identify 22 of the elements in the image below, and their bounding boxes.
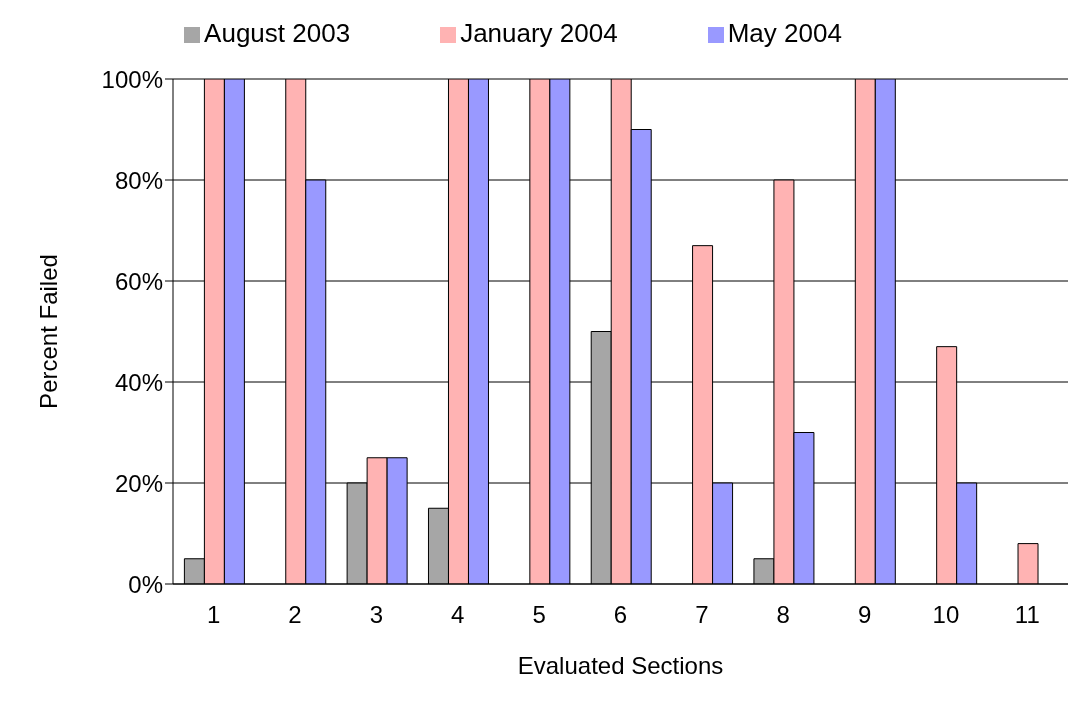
x-tick-label: 3 — [369, 601, 384, 629]
y-tick-label: 20% — [114, 469, 163, 497]
y-tick-label: 80% — [114, 166, 163, 194]
y-tick-label: 40% — [114, 368, 163, 396]
x-tick-label: 10 — [932, 601, 960, 629]
x-tick-label: 2 — [288, 601, 302, 629]
legend-label: August 2003 — [204, 18, 351, 48]
legend-label: January 2004 — [460, 18, 618, 48]
x-tick-label: 9 — [857, 601, 872, 629]
x-tick-label: 5 — [532, 601, 546, 629]
x-tick-label: 4 — [451, 601, 465, 629]
x-tick-label: 7 — [695, 601, 709, 629]
x-tick-label: 1 — [207, 601, 221, 629]
x-tick-label: 8 — [776, 601, 790, 629]
y-tick-label: 100% — [101, 65, 163, 93]
x-tick-label: 6 — [613, 601, 628, 629]
y-tick-label: 0% — [128, 570, 163, 598]
y-tick-label: 60% — [114, 267, 163, 295]
x-axis-title: Evaluated Sections — [517, 652, 724, 679]
legend-label: May 2004 — [727, 18, 842, 48]
x-tick-label: 11 — [1014, 601, 1040, 629]
y-axis-title: Percent Failed — [34, 254, 62, 409]
